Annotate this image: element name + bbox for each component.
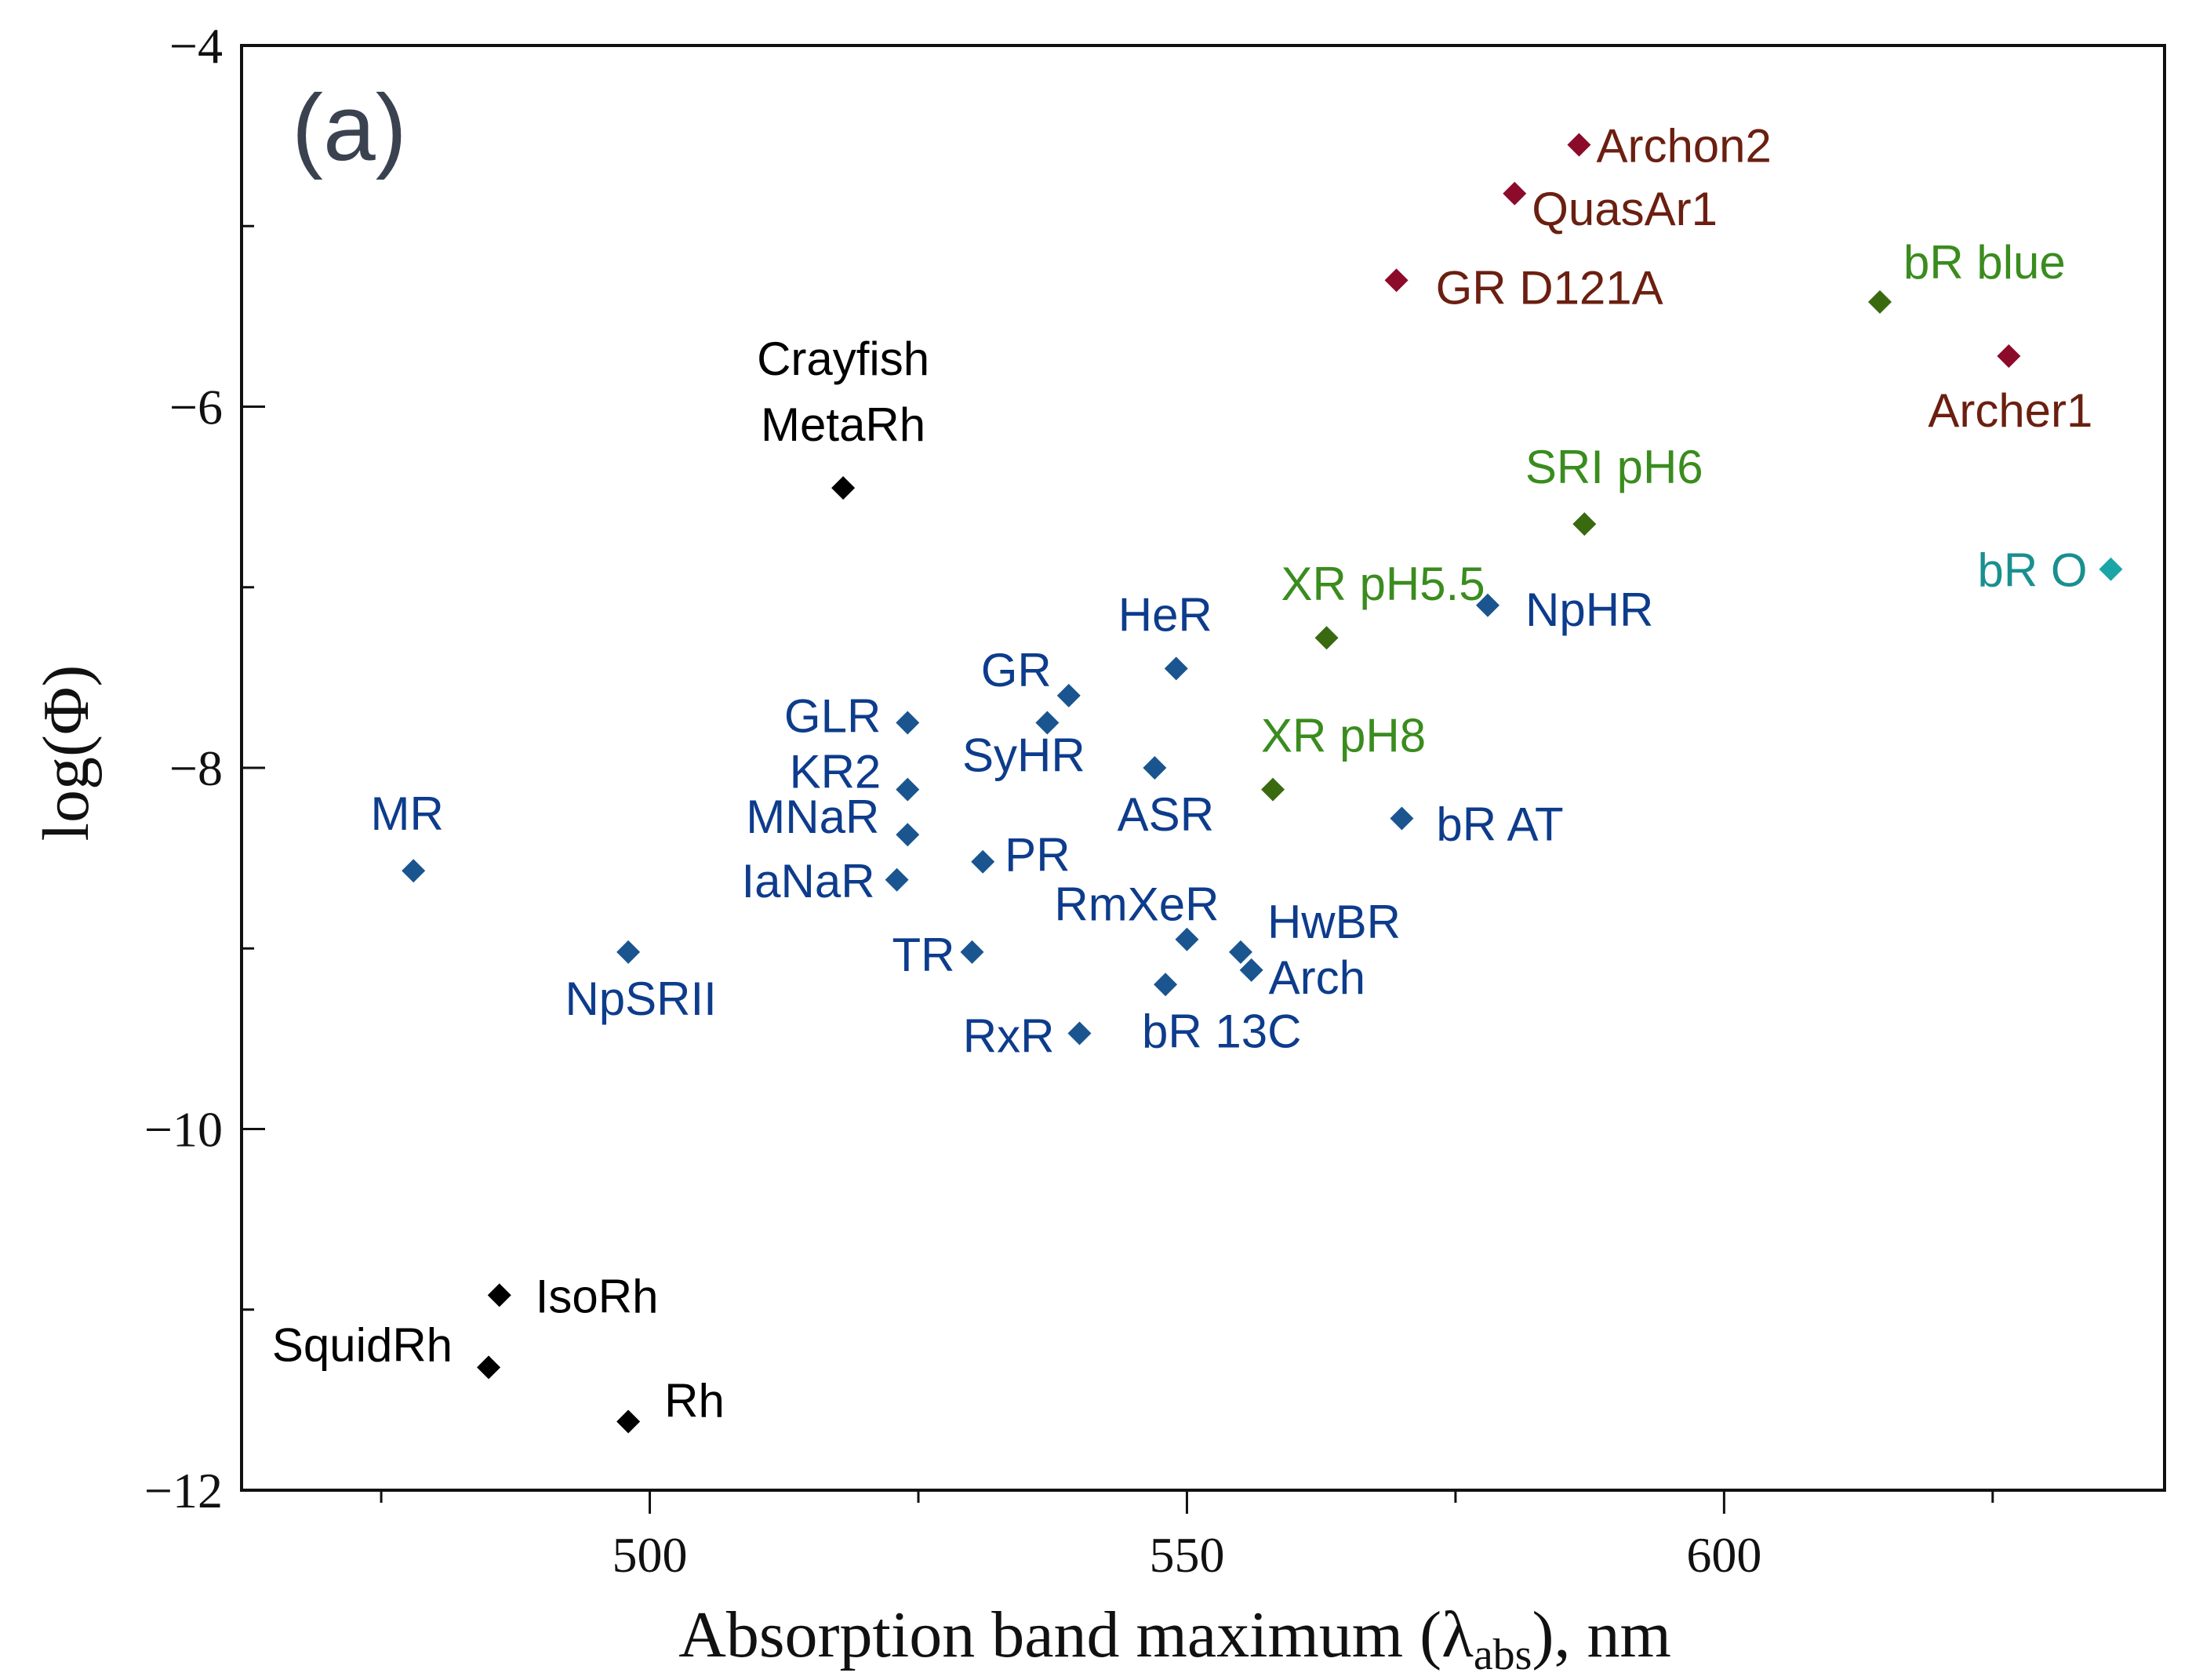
data-point-marker xyxy=(477,1355,501,1380)
panel-label: (a) xyxy=(292,75,407,180)
data-point-marker xyxy=(1164,656,1188,681)
data-point-label: bR O xyxy=(1977,544,2087,597)
data-point-label: Rh xyxy=(664,1375,725,1427)
data-point-marker xyxy=(896,777,920,802)
data-point-label: HeR xyxy=(1118,588,1212,641)
data-point-marker xyxy=(402,859,426,883)
data-point-marker xyxy=(2099,557,2123,581)
points-group xyxy=(402,133,2123,1434)
data-point-marker xyxy=(1035,711,1060,735)
data-point-label: KR2 xyxy=(790,746,882,798)
data-point-marker xyxy=(896,711,920,735)
x-axis-title-subscript: abs xyxy=(1474,1631,1532,1679)
data-point-label: XR pH8 xyxy=(1261,710,1426,762)
x-axis-title-tail: ), nm xyxy=(1532,1598,1670,1671)
data-point-label: SRI pH6 xyxy=(1525,441,1703,493)
data-point-marker xyxy=(1056,683,1081,707)
data-point-label: Crayfish xyxy=(757,333,929,385)
data-point-marker xyxy=(960,940,984,964)
data-point-label: Archon2 xyxy=(1596,120,1771,173)
data-point-marker xyxy=(1867,289,1892,314)
data-point-label: XR pH5.5 xyxy=(1281,558,1485,610)
y-tick-label: −4 xyxy=(169,18,223,74)
data-point-marker xyxy=(1261,777,1285,802)
x-axis-title-main: Absorption band maximum (λ xyxy=(678,1598,1474,1671)
data-point-label: MNaR xyxy=(746,791,879,843)
x-tick-label: 600 xyxy=(1686,1527,1761,1583)
data-point-marker xyxy=(1572,512,1597,536)
data-point-label: NpHR xyxy=(1525,584,1653,636)
x-tick-label: 500 xyxy=(613,1527,688,1583)
data-point-label: bR 13C xyxy=(1142,1005,1301,1057)
data-point-marker xyxy=(1314,626,1339,650)
data-point-marker xyxy=(1239,958,1263,982)
y-axis-title: log(Φ) xyxy=(30,665,103,842)
data-point-marker xyxy=(885,867,909,892)
data-point-label: PR xyxy=(1005,829,1070,882)
data-point-label: Archer1 xyxy=(1928,384,2092,437)
data-point-marker xyxy=(1175,927,1199,951)
data-point-marker xyxy=(487,1283,511,1307)
data-point-label: GR xyxy=(981,644,1052,696)
data-point-label: IaNaR xyxy=(742,855,875,907)
data-point-label: TR xyxy=(892,929,955,981)
labels-group: Archon2 QuasAr1 GR D121A Archer1 bR blue SRI … xyxy=(272,120,2093,1427)
data-point-marker xyxy=(1228,940,1252,964)
y-tick-label: −10 xyxy=(144,1102,223,1158)
plot-frame xyxy=(240,44,2166,1492)
data-point-label: RmXeR xyxy=(1054,878,1219,931)
data-point-marker xyxy=(1476,593,1500,617)
data-point-label: IsoRh xyxy=(536,1270,659,1322)
data-point-marker xyxy=(1390,806,1414,831)
x-tick-label: 550 xyxy=(1149,1527,1224,1583)
data-point-label: ASR xyxy=(1118,788,1214,841)
data-point-marker xyxy=(1997,344,2021,369)
data-point-label: bR blue xyxy=(1903,236,2066,289)
data-point-marker xyxy=(1503,181,1527,205)
data-point-marker xyxy=(616,1409,641,1434)
y-tick-label: −12 xyxy=(144,1463,223,1518)
data-point-marker xyxy=(896,823,920,847)
data-point-label: MetaRh xyxy=(761,398,925,451)
data-point-label: GR D121A xyxy=(1436,261,1663,314)
data-point-label: NpSRII xyxy=(565,973,716,1025)
data-point-marker xyxy=(1154,973,1178,997)
data-point-label: bR AT xyxy=(1436,798,1563,850)
data-point-label: GLR xyxy=(784,689,881,742)
axes-group: 500 550 600 −4 −6 −8 −10 −12 xyxy=(144,18,2166,1583)
data-point-label: HwBR xyxy=(1267,896,1401,948)
data-point-label: Arch xyxy=(1269,951,1365,1004)
x-axis-title: Absorption band maximum (λabs), nm xyxy=(678,1598,1671,1679)
data-point-marker xyxy=(831,476,856,500)
y-tick-label: −8 xyxy=(169,740,223,796)
data-point-marker xyxy=(1143,756,1167,780)
data-point-label: RxR xyxy=(963,1009,1055,1062)
y-tick-label: −6 xyxy=(169,380,223,435)
data-point-label: SquidRh xyxy=(272,1318,453,1371)
data-point-marker xyxy=(1567,133,1591,157)
data-point-label: SyHR xyxy=(962,729,1085,781)
data-point-marker xyxy=(971,849,995,874)
data-point-marker xyxy=(1384,268,1409,293)
data-point-marker xyxy=(1067,1021,1092,1045)
data-point-marker xyxy=(616,940,641,964)
data-point-label: QuasAr1 xyxy=(1532,183,1718,235)
data-point-label: MR xyxy=(371,787,444,840)
